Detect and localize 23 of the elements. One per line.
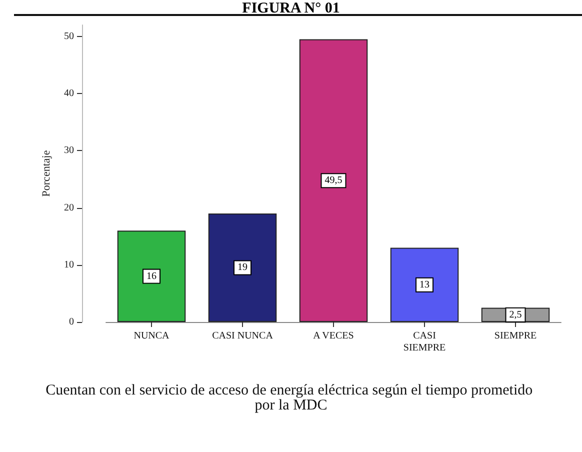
bar: [208, 213, 277, 322]
chart-title: FIGURA N° 01: [242, 0, 340, 16]
x-tick-label: A VECES: [313, 330, 354, 342]
x-tick-label: CASI SIEMPRE: [403, 330, 446, 354]
bar: [117, 230, 186, 322]
y-axis-title: Porcentaje: [40, 150, 52, 197]
x-tick-label: NUNCA: [134, 330, 170, 342]
bar: [299, 39, 368, 322]
y-tick-label: 0: [69, 316, 74, 328]
bar: [390, 248, 459, 322]
y-tick-label: 10: [64, 259, 74, 270]
x-tick-label: CASI NUNCA: [212, 330, 274, 342]
data-label: 2,5: [509, 309, 522, 320]
data-label: 49,5: [324, 175, 342, 186]
x-axis-title: Cuentan con el servicio de acceso de energía eléctrica según el tiempo prometido por la MDC: [46, 382, 536, 414]
y-tick-label: 40: [64, 88, 74, 100]
data-label: 13: [420, 279, 430, 290]
y-tick-label: 20: [64, 202, 74, 214]
data-label: 19: [238, 262, 248, 274]
y-tick-label: 30: [64, 145, 74, 156]
x-tick-label: SIEMPRE: [494, 330, 537, 342]
data-label: 16: [146, 270, 156, 282]
y-tick-label: 50: [64, 30, 74, 42]
